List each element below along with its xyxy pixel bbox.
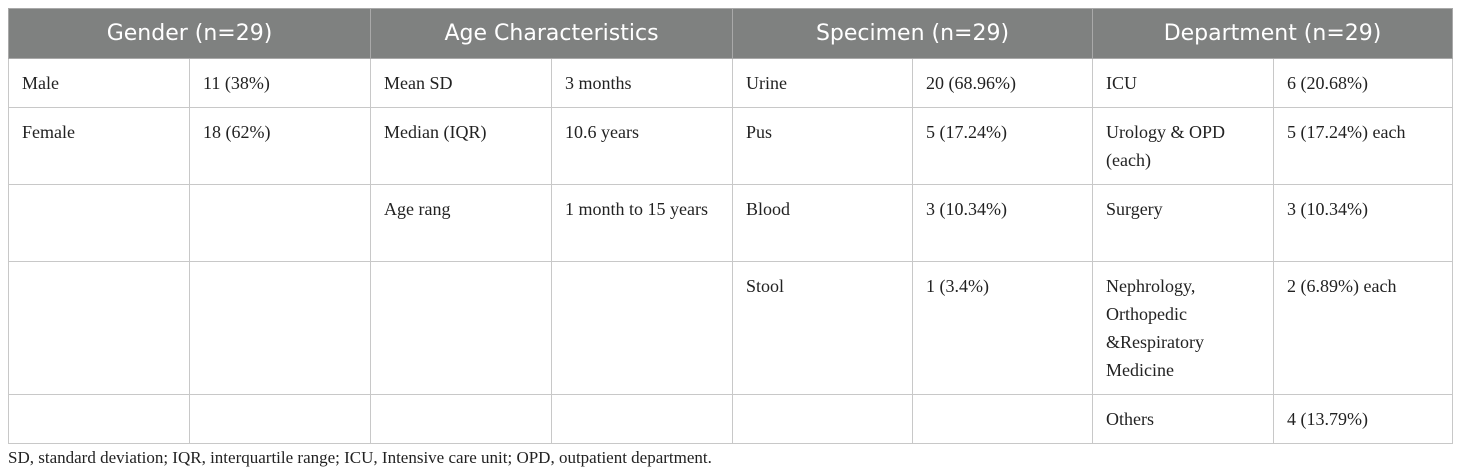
gender-label-cell [8,394,190,444]
age-value-cell [551,261,734,395]
header-age-characteristics: Age Characteristics [370,8,734,59]
gender-label-cell [8,184,190,262]
department-value-cell: 6 (20.68%) [1273,58,1454,108]
gender-label-cell: Male [8,58,190,108]
specimen-value-cell: 20 (68.96%) [912,58,1094,108]
department-label-cell: Others [1092,394,1275,444]
department-value-cell: 4 (13.79%) [1273,394,1454,444]
specimen-value-cell: 3 (10.34%) [912,184,1094,262]
table-row: Female 18 (62%) Median (IQR) 10.6 years … [8,107,1454,185]
specimen-label-cell: Urine [732,58,914,108]
department-value-cell: 5 (17.24%) each [1273,107,1454,185]
age-value-cell: 3 months [551,58,734,108]
department-value-cell: 2 (6.89%) each [1273,261,1454,395]
department-label-cell: ICU [1092,58,1275,108]
gender-label-cell: Female [8,107,190,185]
summary-table: Gender (n=29) Age Characteristics Specim… [7,8,1454,444]
specimen-label-cell: Blood [732,184,914,262]
age-value-cell [551,394,734,444]
table-row: Others 4 (13.79%) [8,394,1454,444]
department-value-cell: 3 (10.34%) [1273,184,1454,262]
gender-value-cell: 11 (38%) [188,58,372,108]
specimen-label-cell: Pus [732,107,914,185]
header-specimen: Specimen (n=29) [732,8,1094,59]
header-row: Gender (n=29) Age Characteristics Specim… [7,8,1454,59]
age-value-cell: 10.6 years [551,107,734,185]
age-label-cell: Median (IQR) [370,107,553,185]
specimen-value-cell [912,394,1094,444]
gender-value-cell: 18 (62%) [188,107,372,185]
table-row: Age rang 1 month to 15 years Blood 3 (10… [8,184,1454,262]
age-label-cell [370,261,553,395]
specimen-label-cell [732,394,914,444]
table-footnote: SD, standard deviation; IQR, interquarti… [8,448,712,467]
age-label-cell: Age rang [370,184,553,262]
header-gender: Gender (n=29) [7,8,372,59]
age-value-cell: 1 month to 15 years [551,184,734,262]
age-label-cell: Mean SD [370,58,553,108]
table-row: Male 11 (38%) Mean SD 3 months Urine 20 … [8,58,1454,108]
department-label-cell: Surgery [1092,184,1275,262]
specimen-value-cell: 1 (3.4%) [912,261,1094,395]
gender-value-cell [188,184,372,262]
specimen-value-cell: 5 (17.24%) [912,107,1094,185]
gender-value-cell [188,394,372,444]
gender-label-cell [8,261,190,395]
specimen-label-cell: Stool [732,261,914,395]
age-label-cell [370,394,553,444]
department-label-cell: Urology & OPD (each) [1092,107,1275,185]
department-label-cell: Nephrology, Orthopedic &Respiratory Medi… [1092,261,1275,395]
header-department: Department (n=29) [1092,8,1454,59]
gender-value-cell [188,261,372,395]
table-row: Stool 1 (3.4%) Nephrology, Orthopedic &R… [8,261,1454,395]
